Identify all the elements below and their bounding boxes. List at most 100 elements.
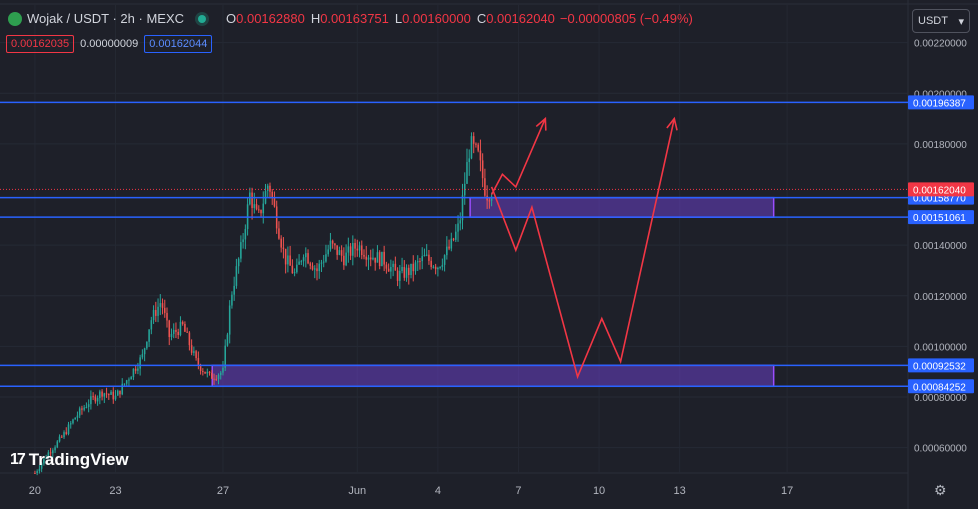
candle-body (78, 408, 81, 416)
candle-body (103, 393, 106, 397)
candle-body (36, 471, 38, 474)
candle-body (412, 263, 415, 272)
candle-body (425, 254, 428, 256)
candle-body (461, 195, 464, 221)
candle-body (322, 261, 325, 263)
x-tick-label: 7 (515, 485, 521, 497)
candle-body (202, 371, 204, 373)
candle-body (181, 321, 184, 325)
projection-path-long-arrowhead (666, 116, 678, 131)
candle-body (309, 263, 312, 266)
close-label: C (476, 11, 487, 26)
candle-body (197, 358, 200, 366)
candle-body (334, 243, 336, 246)
candle-body (296, 264, 298, 273)
candle-body (85, 406, 88, 408)
candle-body (101, 391, 103, 397)
candle-body (262, 203, 265, 214)
sell-button[interactable]: 0.00162035 (6, 35, 75, 53)
candle-body (177, 331, 179, 335)
candle-body (327, 249, 329, 255)
candle-body (352, 242, 354, 256)
spread-value: 0.00000009 (80, 38, 139, 50)
chart-legend: Wojak / USDT · 2h · MEXC O 0.00162880 H 0.… (8, 11, 693, 26)
candle-body (421, 256, 423, 262)
candle-body (186, 331, 188, 333)
candle-body (56, 441, 59, 448)
candle-body (213, 378, 215, 380)
candle-body (385, 264, 388, 269)
candle-body (345, 252, 347, 266)
x-tick-label: 4 (435, 485, 441, 497)
candle-body (419, 261, 421, 263)
candle-body (161, 303, 164, 308)
candle-body (244, 229, 247, 240)
candle-body (302, 257, 305, 262)
high-value: 0.00163751 (320, 11, 389, 26)
candle-body (401, 266, 403, 271)
candle-body (40, 463, 43, 469)
candle-body (437, 267, 439, 270)
candle-body (446, 246, 448, 256)
candle-body (316, 268, 318, 272)
tradingview-watermark: 17 TradingView (10, 450, 129, 470)
candle-body (381, 251, 383, 267)
candle-body (311, 265, 314, 270)
candle-body (363, 254, 365, 257)
candle-body (470, 136, 473, 159)
candle-body (358, 245, 361, 251)
candle-body (266, 185, 269, 191)
candle-body (399, 270, 401, 281)
candle-body (190, 345, 193, 353)
candle-body (54, 447, 56, 451)
candle-body (170, 333, 173, 338)
candle-body (125, 380, 128, 384)
x-tick-label: Jun (348, 485, 366, 497)
tradingview-logo-icon: 17 (10, 451, 26, 468)
candle-body (394, 263, 397, 271)
candle-body (123, 383, 126, 385)
candle-body (405, 267, 408, 278)
candle-body (130, 377, 132, 380)
candle-body (83, 407, 85, 410)
y-tick-label: 0.00220000 (914, 39, 967, 50)
candle-body (137, 368, 139, 371)
candle-body (376, 252, 379, 263)
candle-body (325, 254, 327, 262)
candle-body (92, 396, 94, 398)
candle-body (340, 250, 343, 256)
candle-body (416, 261, 419, 263)
candle-body (119, 390, 121, 395)
currency-button[interactable]: USDT ▾ (912, 9, 970, 33)
x-tick-label: 27 (217, 485, 229, 497)
level-price-label: 0.00196387 (913, 98, 966, 109)
candle-body (255, 204, 258, 210)
y-tick-label: 0.00100000 (914, 342, 967, 353)
candle-body (260, 210, 262, 214)
candle-body (242, 239, 244, 243)
candle-body (410, 263, 412, 276)
candle-body (477, 144, 479, 151)
candle-body (195, 351, 197, 359)
level-price-label: 0.00158770 (913, 194, 966, 205)
level-price-label: 0.00151061 (913, 213, 966, 224)
candle-body (488, 200, 491, 202)
candle-body (96, 397, 99, 402)
supply-demand-zone (469, 196, 775, 218)
candle-body (148, 329, 150, 342)
symbol-title[interactable]: Wojak / USDT · 2h · MEXC (27, 11, 184, 26)
settings-gear-icon[interactable]: ⚙ (934, 482, 947, 498)
candle-body (280, 238, 282, 248)
last-price-tag (908, 182, 974, 197)
candle-body (188, 332, 191, 346)
low-value: 0.00160000 (402, 11, 471, 26)
low-label: L (394, 11, 403, 26)
candle-body (423, 254, 426, 257)
y-tick-label: 0.00060000 (914, 444, 967, 455)
level-price-tag (908, 358, 974, 373)
buy-button[interactable]: 0.00162044 (144, 35, 213, 53)
projection-path-short-arrowhead (535, 116, 547, 131)
candle-body (336, 245, 338, 255)
y-tick-label: 0.00200000 (914, 89, 967, 100)
